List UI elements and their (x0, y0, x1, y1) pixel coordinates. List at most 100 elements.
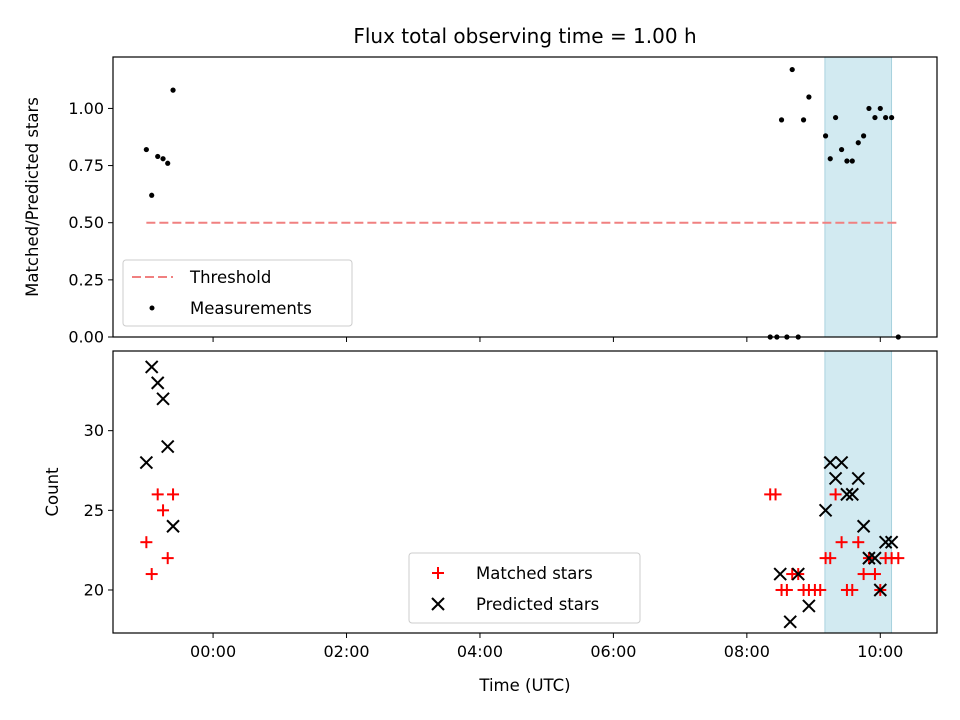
predicted-star-point (144, 360, 159, 374)
measurement-point (822, 133, 829, 139)
predicted-star-point (818, 503, 833, 518)
plot-frame (112, 350, 938, 634)
measurement-point (143, 146, 149, 153)
legend: Threshold Measurements (122, 259, 353, 327)
matched-star-point (846, 583, 859, 596)
predicted-star-point (802, 599, 816, 613)
y-tick-label: 0.50 (68, 213, 104, 232)
matched-star-point (835, 536, 848, 549)
matched-star-point (769, 488, 782, 501)
legend-measurements-swatch (149, 305, 155, 311)
y-tick-label: 30 (84, 421, 104, 440)
legend-matched-label: Matched stars (476, 564, 593, 583)
y-axis-label: Matched/Predicted stars (23, 97, 42, 297)
x-tick-label: 04:00 (457, 642, 503, 661)
predicted-star-point (873, 583, 887, 597)
measurement-point (877, 105, 883, 112)
measurement-point (872, 114, 878, 121)
x-axis-ticks: 00:00 02:00 04:00 06:00 08:00 10:00 (190, 633, 903, 661)
measurement-point (849, 158, 855, 164)
predicted-star-point (878, 535, 893, 549)
measurement-point (165, 160, 171, 166)
y-tick-label: 0.00 (68, 328, 104, 347)
measurement-point (827, 156, 833, 162)
legend-matched-swatch (432, 567, 444, 579)
matched-star-point (824, 552, 837, 565)
chart-title: Flux total observing time = 1.00 h (353, 24, 696, 48)
y-axis-ticks: 20 25 30 (84, 421, 113, 599)
predicted-star-point (884, 535, 899, 549)
predicted-star-point (834, 455, 849, 470)
matched-star-point (161, 552, 174, 565)
measurement-point (160, 156, 166, 162)
predicted-star-point (139, 455, 154, 470)
measurement-point (832, 114, 839, 121)
measurement-point (866, 105, 872, 112)
highlight-span (824, 56, 893, 338)
legend-threshold-label: Threshold (189, 268, 271, 287)
legend-box (408, 552, 641, 624)
predicted-star-point (851, 471, 865, 486)
matched-star-point (857, 568, 870, 581)
measurement-point (883, 114, 889, 121)
predicted-star-point (856, 519, 871, 533)
y-tick-label: 25 (84, 501, 104, 520)
measurement-point (855, 140, 861, 146)
measurement-point (149, 192, 155, 198)
measurement-point (789, 66, 795, 73)
ratio-panel: 0.00 0.25 0.50 0.75 1.00 Flux total observin… (23, 24, 938, 347)
predicted-star-point (840, 487, 854, 502)
x-axis-label: Time (UTC) (478, 676, 570, 695)
predicted-stars-points (139, 360, 899, 629)
matched-star-point (892, 552, 905, 565)
matched-stars-points (140, 488, 905, 596)
matched-star-point (868, 568, 881, 581)
y-tick-label: 20 (84, 580, 104, 599)
x-tick-label: 10:00 (857, 642, 903, 661)
legend-box (122, 259, 353, 327)
legend: Matched stars Predicted stars (408, 552, 641, 624)
x-axis-ticks (212, 337, 881, 342)
predicted-star-point (823, 455, 837, 470)
matched-star-point (140, 536, 153, 549)
measurement-point (844, 158, 850, 164)
x-tick-label: 06:00 (590, 642, 636, 661)
y-tick-label: 1.00 (68, 99, 104, 118)
y-axis-ticks: 0.00 0.25 0.50 0.75 1.00 (68, 99, 113, 347)
predicted-star-point (845, 487, 859, 502)
legend-plus-marker (432, 567, 444, 579)
y-axis-label: Count (43, 467, 62, 517)
matched-star-point (157, 504, 170, 517)
x-tick-label: 00:00 (190, 642, 236, 661)
count-panel: 20 25 30 00:00 02:00 04:00 06:00 08:00 10:00 Ti… (43, 350, 938, 695)
y-tick-label: 0.25 (68, 270, 104, 289)
matched-star-point (814, 583, 827, 596)
measurement-point (778, 117, 785, 123)
measurement-point (170, 87, 176, 93)
measurement-point (861, 133, 867, 139)
matched-star-point (167, 488, 180, 501)
legend-measurements-label: Measurements (190, 299, 312, 318)
predicted-star-point (150, 376, 165, 390)
legend-cross-marker (431, 597, 445, 611)
predicted-star-point (862, 551, 876, 565)
measurement-point (838, 146, 845, 153)
measurement-point (800, 117, 807, 123)
matched-star-point (829, 488, 842, 501)
predicted-star-point (773, 567, 787, 581)
matched-star-point (852, 536, 865, 549)
measurement-point (806, 94, 812, 100)
measurement-point (889, 114, 895, 121)
legend-predicted-swatch (431, 597, 445, 611)
predicted-star-point (156, 392, 170, 406)
x-tick-label: 08:00 (724, 642, 770, 661)
matched-star-point (151, 488, 164, 501)
y-tick-label: 0.75 (68, 156, 104, 175)
matched-star-point (780, 583, 793, 596)
x-tick-label: 02:00 (323, 642, 369, 661)
predicted-star-point (161, 439, 175, 454)
plot-frame (112, 56, 938, 338)
predicted-star-point (828, 471, 843, 486)
measurement-point (155, 153, 161, 160)
